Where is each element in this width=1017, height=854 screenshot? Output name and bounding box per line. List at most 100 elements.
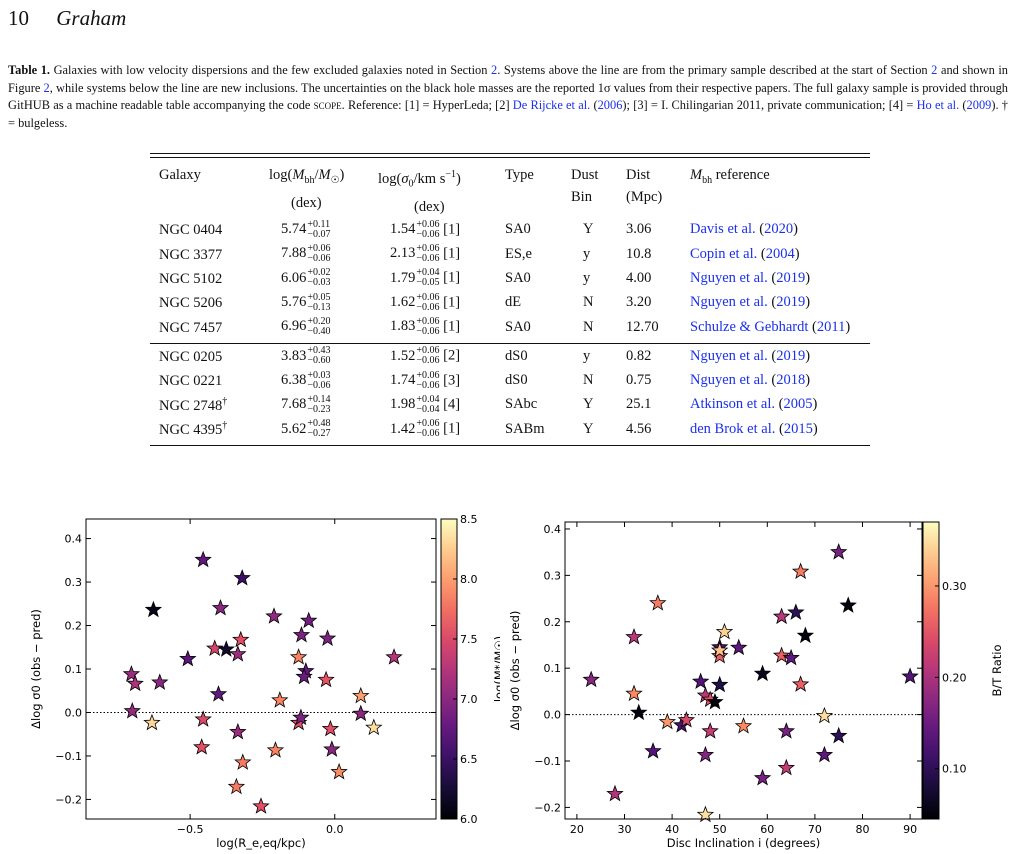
- data-point-star: [123, 702, 141, 719]
- x-tick-label: 70: [808, 823, 822, 836]
- table-row: NGC 0221 6.38 +0.03 −0.06 1.74 +0.06 −0.06 [3]…: [150, 369, 870, 393]
- type-value: dS0: [505, 347, 528, 364]
- data-point-star: [194, 550, 212, 568]
- data-point-star: [830, 543, 848, 560]
- table-row: NGC 4395† 5.62 +0.48 −0.27 1.42 +0.06 −0.06 [1…: [150, 417, 870, 441]
- reference-link[interactable]: den Brok et al.: [690, 420, 776, 437]
- reference-year-link[interactable]: 2019: [776, 269, 806, 286]
- data-point-star: [295, 667, 313, 685]
- data-point-star: [292, 625, 311, 643]
- reference-link[interactable]: De Rijcke et al.: [512, 98, 591, 112]
- type-value: SA0: [505, 221, 531, 238]
- data-point-star: [265, 607, 283, 624]
- new-inclusion-rows: NGC 0205 3.83 +0.43 −0.60 1.52 +0.06 −0.06 [2]…: [150, 344, 870, 441]
- type-value: SA0: [505, 318, 531, 335]
- reference-year-link[interactable]: 2015: [783, 420, 813, 437]
- reference-year-link[interactable]: 2009: [966, 98, 992, 112]
- table-row: NGC 2748† 7.68 +0.14 −0.23 1.98 +0.04 −0.04 [4…: [150, 393, 870, 417]
- reference-link[interactable]: Atkinson et al.: [690, 396, 775, 413]
- data-point-star: [730, 638, 748, 656]
- sigma-value: 1.98 +0.04 −0.04 [4]: [390, 393, 461, 415]
- colorbar-tick-label: 8.5: [460, 513, 478, 526]
- data-point-star: [233, 568, 251, 586]
- colorbar-tick-label: 6.5: [460, 753, 478, 766]
- table-top-rule: [150, 153, 870, 158]
- sigma-value: 1.74 +0.06 −0.06 [3]: [390, 369, 461, 391]
- mbh-value: 5.62 +0.48 −0.27: [281, 418, 331, 440]
- colorbar-tick-label: 0.30: [942, 580, 967, 593]
- data-point-star: [772, 646, 791, 664]
- section-link[interactable]: 2: [490, 63, 498, 77]
- reference-link[interactable]: Ho et al.: [916, 98, 960, 112]
- reference-year-link[interactable]: 2019: [776, 347, 806, 364]
- type-value: dE: [505, 294, 522, 311]
- table-row: NGC 5206 5.76 +0.05 −0.13 1.62 +0.06 −0.06 [1]…: [150, 291, 870, 315]
- data-point-star: [271, 691, 289, 708]
- reference-year-link[interactable]: 2020: [764, 221, 794, 238]
- reference-cell: Atkinson et al. (2005): [690, 396, 818, 413]
- table-mid-rule: [150, 343, 870, 345]
- data-point-star: [753, 769, 772, 786]
- colorbar-label: log(M*/M☉): [492, 636, 500, 702]
- caption-text: Galaxies with low velocity dispersions a…: [50, 63, 491, 77]
- data-point-star: [143, 713, 161, 731]
- distance-value: 0.75: [626, 372, 652, 389]
- data-point-star: [644, 742, 662, 759]
- reference-year-link[interactable]: 2005: [783, 396, 813, 413]
- distance-value: 3.20: [626, 294, 652, 311]
- mbh-value: 5.76 +0.05 −0.13: [281, 291, 331, 313]
- sigma-value: 1.54 +0.06 −0.06 [1]: [390, 218, 461, 240]
- scatter-plot-size: −0.5 0.0 −0.2 −0.1 0.0 0.1 0.2 0.3 0.4 log(R_e,eq…: [29, 513, 500, 850]
- reference-link[interactable]: Copin et al.: [690, 245, 758, 262]
- reference-year-link[interactable]: 2011: [816, 318, 846, 335]
- reference-link[interactable]: Nguyen et al.: [690, 269, 768, 286]
- table-row: NGC 5102 6.06 +0.02 −0.03 1.79 +0.04 −0.05 [1]…: [150, 266, 870, 290]
- data-point-star: [630, 703, 648, 721]
- mbh-value: 6.06 +0.02 −0.03: [281, 267, 331, 289]
- data-point-star: [706, 692, 724, 710]
- colorbar-label: B/T Ratio: [990, 645, 1004, 697]
- reference-cell: Nguyen et al. (2019): [690, 347, 811, 364]
- reference-year-link[interactable]: 2006: [597, 98, 623, 112]
- galaxy-name: NGC 4395†: [159, 419, 228, 438]
- reference-year-link[interactable]: 2018: [776, 372, 806, 389]
- data-point-star: [901, 667, 919, 684]
- galaxy-table: Galaxy log(Mbh/M☉) (dex) log(σ0/km s−1) (d…: [150, 153, 870, 447]
- colorbar-tick-label: 7.5: [460, 633, 478, 646]
- type-value: ES,e: [505, 245, 532, 262]
- reference-link[interactable]: Davis et al.: [690, 221, 756, 238]
- data-point-star: [696, 745, 715, 763]
- data-point-star: [658, 712, 677, 730]
- data-point-star: [229, 722, 247, 740]
- data-point-star: [691, 672, 710, 690]
- col-header-type: Type: [505, 167, 534, 183]
- reference-year-link[interactable]: 2004: [765, 245, 795, 262]
- reference-year-link[interactable]: 2019: [776, 294, 806, 311]
- table-row: NGC 0404 5.74 +0.11 −0.07 1.54 +0.06 −0.06 [1]…: [150, 218, 870, 242]
- reference-link[interactable]: Nguyen et al.: [690, 294, 768, 311]
- table-caption: Table 1. Galaxies with low velocity disp…: [8, 63, 1008, 130]
- type-value: SAbc: [505, 396, 538, 413]
- figure-link[interactable]: 2: [43, 80, 50, 95]
- x-tick-label: 60: [760, 823, 774, 836]
- section-link[interactable]: 2: [931, 63, 938, 77]
- reference-link[interactable]: Nguyen et al.: [690, 347, 768, 364]
- data-point-star: [796, 626, 815, 644]
- col-header-sigma: log(σ0/km s−1) (dex): [378, 169, 461, 215]
- x-tick-label: 80: [856, 823, 870, 836]
- reference-link[interactable]: Nguyen et al.: [690, 372, 768, 389]
- sigma-value: 2.13 +0.06 −0.06 [1]: [390, 243, 461, 265]
- data-point-star: [385, 648, 403, 665]
- data-point-star: [734, 717, 753, 734]
- data-point-star: [211, 598, 230, 616]
- scatter-plot-inclination: 20 30 40 50 60 70 80 90 −0.2 −0.1 0.0 0.1 0.2 0.3 0.4 D…: [508, 521, 1004, 850]
- plot-area: 20 30 40 50 60 70 80 90 −0.2 −0.1 0.0 0.1 0.2 0.3 0.4 D…: [508, 521, 923, 850]
- y-tick-label: 0.4: [65, 533, 83, 546]
- x-tick-label: 40: [665, 823, 679, 836]
- sigma-value: 1.42 +0.06 −0.06 [1]: [390, 418, 461, 440]
- data-point-star: [777, 758, 796, 776]
- table-bottom-rule: [150, 445, 870, 447]
- distance-value: 4.00: [626, 269, 652, 286]
- mbh-value: 6.38 +0.03 −0.06: [281, 369, 331, 391]
- reference-link[interactable]: Schulze & Gebhardt: [690, 318, 809, 335]
